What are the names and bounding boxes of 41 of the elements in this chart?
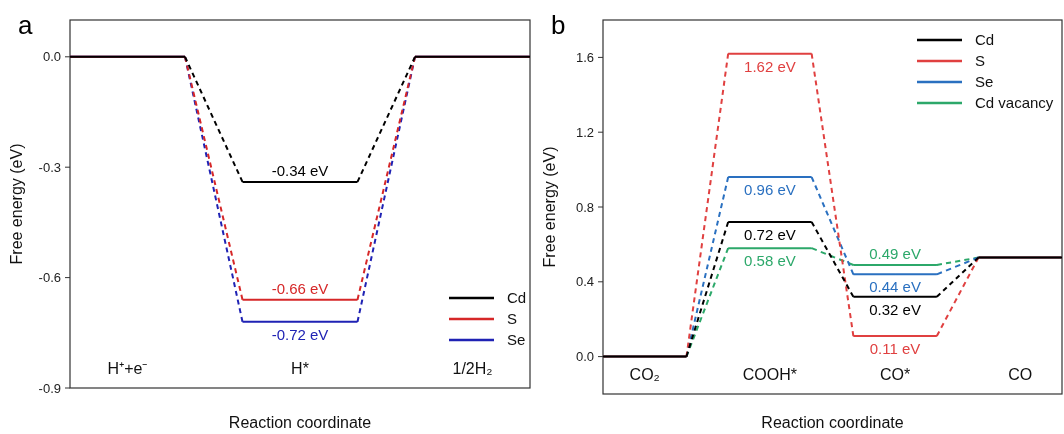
x-tick-label: CO <box>1008 366 1033 383</box>
x-tick-label: CO* <box>879 366 911 383</box>
data-label: 0.72 eV <box>744 225 796 243</box>
legend-label: S <box>975 52 986 69</box>
x-tick-label: COOH* <box>742 366 798 383</box>
data-label: 0.58 eV <box>744 252 796 270</box>
data-label: 0.96 eV <box>744 181 796 199</box>
data-label: -0.34 eV <box>271 161 329 179</box>
x-tick-label: H* <box>291 360 309 377</box>
x-axis-title: Reaction coordinate <box>228 414 372 431</box>
y-axis-title: Free energy (eV) <box>8 143 25 265</box>
y-tick-label: 0.8 <box>575 199 594 215</box>
legend-label: Se <box>507 331 526 348</box>
y-tick-label: 1.6 <box>575 49 594 65</box>
y-tick-label: 0.4 <box>575 274 594 290</box>
legend-label: Cd vacancy <box>975 94 1054 111</box>
data-label: 0.49 eV <box>869 244 921 262</box>
chart-title: a <box>18 10 33 40</box>
data-label: -0.66 eV <box>271 279 329 297</box>
legend-label: Se <box>975 73 994 90</box>
y-tick-label: 0.0 <box>42 49 61 65</box>
legend-label: Cd <box>507 289 527 306</box>
x-axis-title: Reaction coordinate <box>761 414 904 431</box>
chart-title: b <box>551 10 566 40</box>
y-axis-title: Free energy (eV) <box>541 146 558 268</box>
x-tick-label: 1/2H₂ <box>452 360 493 377</box>
y-tick-label: 0.0 <box>575 349 594 365</box>
y-tick-label: -0.6 <box>38 270 61 286</box>
data-label: 0.44 eV <box>869 278 921 296</box>
legend-label: Cd <box>975 31 995 48</box>
data-label: 0.11 eV <box>869 340 921 358</box>
y-tick-label: -0.9 <box>38 380 61 396</box>
y-tick-label: -0.3 <box>38 159 61 175</box>
data-label: 0.32 eV <box>869 300 921 318</box>
data-label: 1.62 eV <box>744 57 796 75</box>
data-label: -0.72 eV <box>271 325 329 343</box>
y-tick-label: 1.2 <box>575 124 594 140</box>
x-tick-label: CO₂ <box>629 366 660 383</box>
line-series <box>602 220 1063 358</box>
legend-label: S <box>507 310 518 327</box>
x-tick-label: H⁺+e⁻ <box>107 360 148 377</box>
